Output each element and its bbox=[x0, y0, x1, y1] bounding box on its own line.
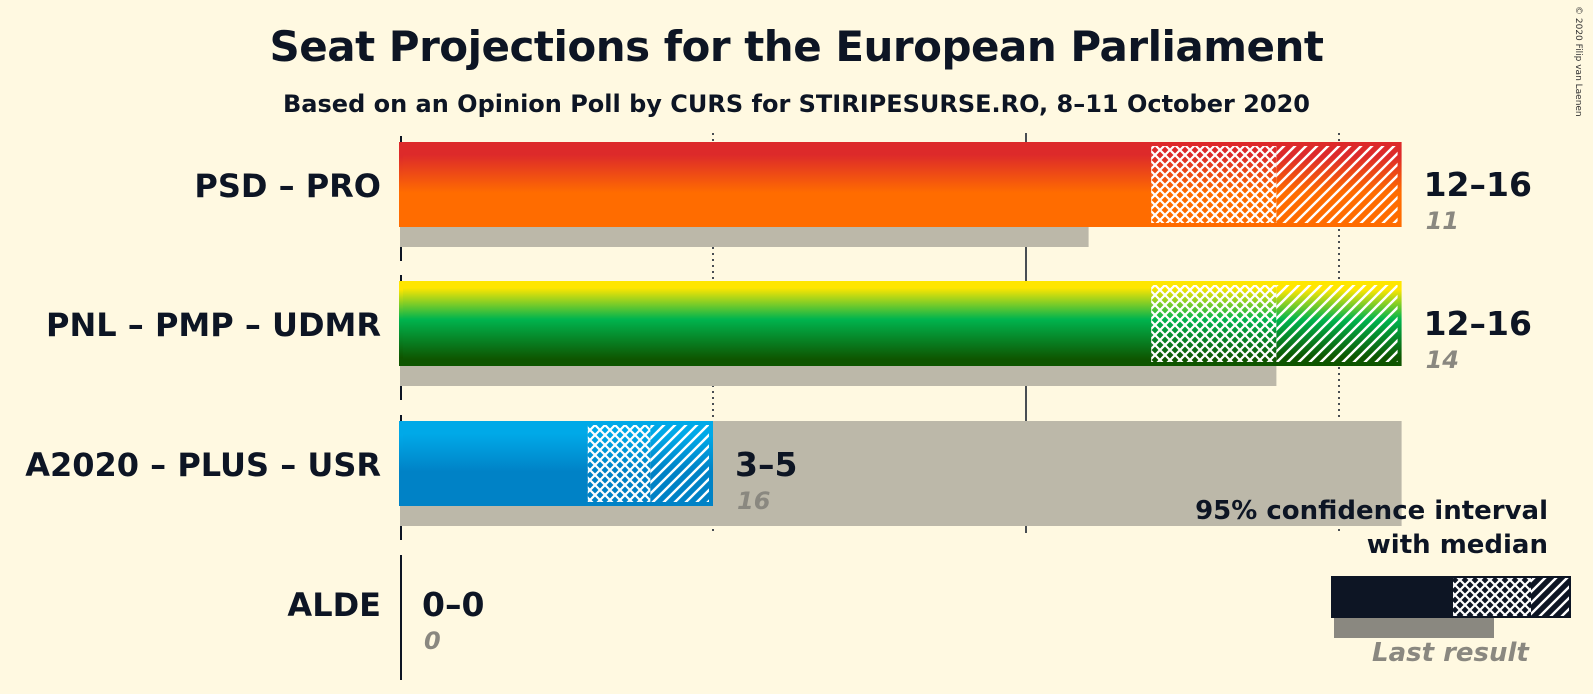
legend-title-line2: with median bbox=[1366, 530, 1548, 560]
party-label: ALDE bbox=[287, 586, 381, 624]
range-label: 12–16 bbox=[1424, 304, 1532, 343]
ci-hatch bbox=[1276, 283, 1400, 364]
ci-bar-solid bbox=[400, 421, 588, 506]
ci-crosshatch bbox=[587, 421, 651, 506]
party-label: A2020 – PLUS – USR bbox=[25, 446, 381, 484]
party-label: PNL – PMP – UDMR bbox=[46, 306, 381, 344]
ci-bar-border bbox=[399, 142, 1402, 227]
legend-solid-swatch bbox=[1331, 576, 1453, 618]
ci-crosshatch bbox=[1151, 142, 1277, 227]
range-label: 3–5 bbox=[735, 445, 797, 484]
legend-hatch-swatch bbox=[1531, 578, 1570, 616]
range-label: 12–16 bbox=[1424, 165, 1532, 204]
bars bbox=[399, 142, 1402, 526]
ci-bar-solid bbox=[400, 281, 1152, 366]
ci-bar-solid bbox=[400, 142, 1152, 227]
last-result-label: 11 bbox=[1426, 207, 1459, 235]
last-result-label: 0 bbox=[424, 627, 441, 655]
ci-bar-border bbox=[399, 421, 713, 506]
labels: PSD – PRO 12–16 11 PNL – PMP – UDMR 12–16 14 A… bbox=[25, 165, 1532, 655]
legend-crosshatch-swatch bbox=[1453, 576, 1531, 618]
chart-subtitle: Based on an Opinion Poll by CURS for STI… bbox=[283, 90, 1310, 118]
chart-title: Seat Projections for the European Parlia… bbox=[269, 22, 1324, 71]
ci-bar-border bbox=[399, 281, 1402, 366]
legend bbox=[1331, 576, 1571, 638]
legend-last-result-label: Last result bbox=[1372, 638, 1529, 668]
legend-title: 95% confidence interval with median bbox=[1195, 494, 1548, 562]
range-label: 0–0 bbox=[422, 585, 484, 624]
ci-hatch bbox=[1276, 144, 1400, 225]
last-result-label: 16 bbox=[737, 487, 770, 515]
ci-hatch bbox=[650, 423, 711, 504]
ci-crosshatch bbox=[1151, 281, 1277, 366]
legend-border bbox=[1331, 576, 1571, 618]
legend-title-line1: 95% confidence interval bbox=[1195, 496, 1548, 526]
party-label: PSD – PRO bbox=[194, 167, 381, 205]
last-result-label: 14 bbox=[1426, 346, 1459, 374]
